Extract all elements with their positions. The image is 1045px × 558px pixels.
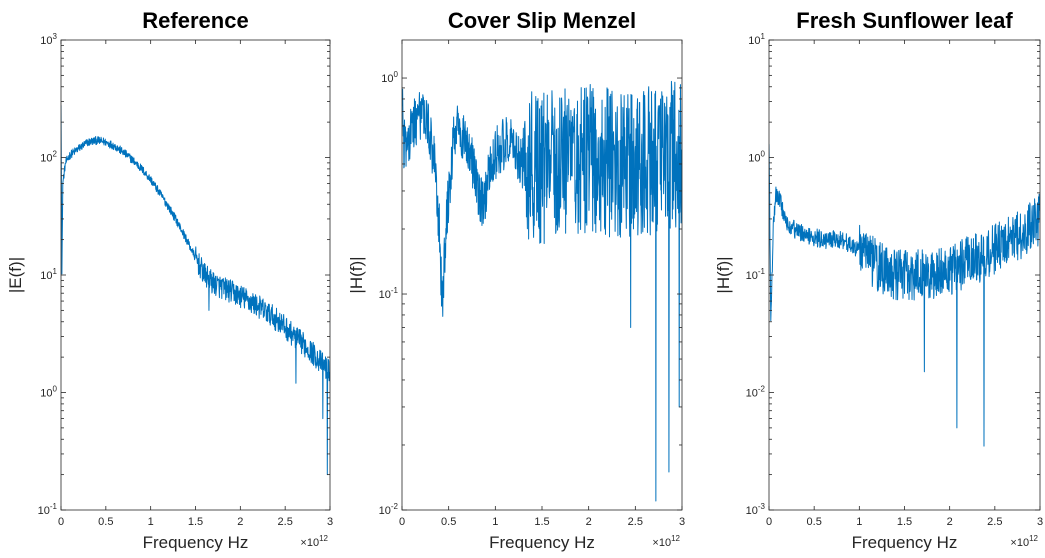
y-tick-label: 100: [381, 70, 398, 85]
y-tick-label: 101: [40, 267, 57, 282]
y-tick-label: 10-1: [38, 502, 58, 517]
y-axis-label: |E(f)|: [6, 257, 25, 293]
panel-3: 0 0.5 1 1.5 2 2.5 3 10-3 10-2 10-1 100 101 Fresh Sun…: [714, 8, 1043, 552]
x-tick-label: 1.5: [188, 516, 203, 528]
x-tick-label: 2: [586, 516, 592, 528]
y-tick-label: 10-1: [746, 267, 766, 282]
x-axis-label: Frequency Hz: [143, 533, 249, 552]
series-line: [61, 105, 330, 476]
panel-title: Fresh Sunflower leaf: [796, 8, 1013, 33]
panel-title: Reference: [142, 8, 248, 33]
y-tick-label: 100: [40, 385, 57, 400]
x-tick-label: 1.5: [534, 516, 549, 528]
y-axis-label: |H(f)|: [714, 256, 733, 293]
x-tick-label: 0.5: [441, 516, 456, 528]
plot-frame: [60, 39, 331, 511]
x-tick-label: 0: [399, 516, 405, 528]
x-tick-label: 0.5: [807, 516, 822, 528]
series-line: [402, 80, 682, 502]
y-tick-label: 10-1: [379, 286, 399, 301]
x-axis-label: Frequency Hz: [852, 533, 958, 552]
x-tick-label: 1: [492, 516, 498, 528]
y-tick-label: 10-2: [379, 502, 399, 517]
x-tick-label: 2: [237, 516, 243, 528]
y-tick-label: 10-2: [746, 385, 766, 400]
x-tick-label: 0: [766, 516, 772, 528]
series-line: [769, 144, 1040, 447]
x-tick-label: 0.5: [98, 516, 113, 528]
x-axis-multiplier: ×1012: [300, 534, 328, 549]
x-tick-label: 3: [1037, 516, 1043, 528]
x-tick-label: 2.5: [987, 516, 1002, 528]
x-tick-label: 1.5: [897, 516, 912, 528]
panel-1: 0 0.5 1 1.5 2 2.5 3 10-1 100 101 102 103 Reference Fr…: [6, 8, 333, 552]
x-tick-label: 3: [679, 516, 685, 528]
y-axis-label: |H(f)|: [347, 256, 366, 293]
x-tick-label: 3: [327, 516, 333, 528]
x-tick-label: 1: [148, 516, 154, 528]
x-tick-label: 1: [856, 516, 862, 528]
x-axis-label: Frequency Hz: [489, 533, 595, 552]
x-tick-label: 2: [947, 516, 953, 528]
y-tick-label: 103: [40, 32, 57, 47]
y-tick-label: 10-3: [746, 502, 766, 517]
x-axis-multiplier: ×1012: [1010, 534, 1038, 549]
x-tick-label: 0: [58, 516, 64, 528]
x-axis-multiplier: ×1012: [652, 534, 680, 549]
x-tick-label: 2.5: [628, 516, 643, 528]
panel-2: 0 0.5 1 1.5 2 2.5 3 10-2 10-1 100 Cover Slip Menze…: [347, 8, 685, 552]
x-tick-label: 2.5: [278, 516, 293, 528]
y-tick-label: 101: [748, 32, 765, 47]
y-tick-label: 100: [748, 150, 765, 165]
y-tick-label: 102: [40, 150, 57, 165]
panel-title: Cover Slip Menzel: [448, 8, 636, 33]
